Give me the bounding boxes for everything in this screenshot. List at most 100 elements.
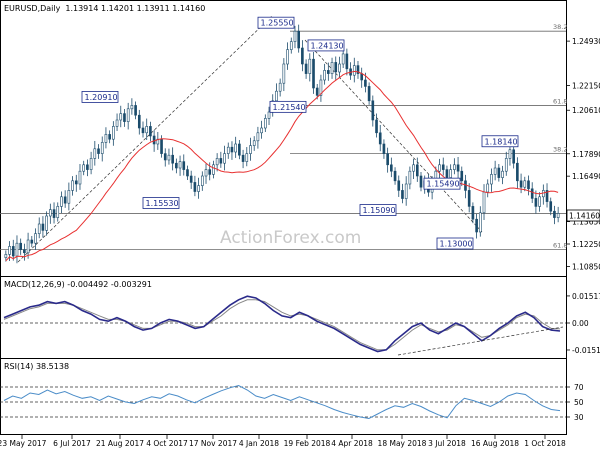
- fib-level-label: 61.8: [553, 97, 567, 105]
- date-tick-label: 4 Oct 2017: [146, 439, 188, 448]
- rsi-tick-label: 70: [574, 383, 584, 392]
- price-panel-title: EURUSD,Daily 1.13914 1.14201 1.13911 1.14…: [4, 4, 205, 13]
- swing-label-box: [81, 91, 119, 103]
- candle-body: [89, 158, 93, 170]
- candle-body: [30, 239, 34, 244]
- price-tick-label: 1.24930: [572, 37, 600, 46]
- candle-body: [8, 246, 11, 255]
- candle-body: [260, 127, 263, 134]
- candle-body: [308, 58, 312, 74]
- date-tick-label: 3 Jul 2018: [428, 439, 466, 448]
- swing-labels: 1.25550 1.24130 1.21540 1.20910 1.15530 1.150…: [81, 16, 519, 250]
- candle-body: [264, 118, 267, 129]
- candle-body: [323, 70, 326, 81]
- candle-body: [516, 162, 519, 182]
- candle-body: [460, 170, 464, 182]
- candle-body: [504, 158, 508, 172]
- candle-body: [534, 198, 538, 207]
- candle-body: [19, 242, 22, 250]
- last-price-value: 1.14160: [569, 212, 600, 221]
- candle-body: [23, 249, 26, 254]
- candlesticks: [4, 24, 560, 264]
- candle-body: [100, 142, 104, 154]
- candle-body: [212, 164, 215, 175]
- date-tick-label: 4 Jan 2018: [239, 439, 279, 448]
- candle-body: [401, 190, 404, 199]
- candle-body: [267, 111, 271, 119]
- candle-body: [352, 65, 356, 76]
- candle-body: [208, 169, 212, 175]
- swing-label: 1.15490: [423, 177, 461, 190]
- candle-body: [490, 174, 493, 185]
- candle-body: [393, 170, 397, 182]
- candle-body: [145, 126, 149, 134]
- watermark: ActionForex.com: [220, 228, 361, 248]
- candle-body: [71, 180, 74, 191]
- candle-body: [137, 114, 141, 129]
- fibonacci-levels: 38.2 61.8 38.2 61.8: [0, 23, 567, 251]
- candle-body: [375, 119, 378, 134]
- candle-body: [501, 170, 504, 178]
- date-tick-label: 23 May 2017: [0, 439, 47, 448]
- price-tick-label: 1.22150: [572, 82, 600, 91]
- swing-label: 1.15090: [359, 204, 397, 216]
- swing-label-text: 1.15090: [363, 206, 396, 215]
- swing-label-text: 1.24130: [311, 41, 344, 50]
- candle-body: [304, 63, 308, 74]
- rsi-panel-frame: [0, 358, 567, 435]
- candle-body: [478, 212, 482, 233]
- swing-label: 1.21540: [269, 100, 307, 113]
- candle-body: [319, 79, 323, 96]
- candle-body: [215, 158, 219, 166]
- candle-body: [112, 126, 115, 140]
- candle-body: [245, 153, 249, 162]
- candle-body: [275, 90, 278, 102]
- swing-label-box: [423, 177, 461, 190]
- candle-body: [382, 143, 386, 154]
- candle-body: [115, 119, 119, 127]
- swing-label-box: [142, 197, 180, 209]
- macd-y-axis: 0.015178 0.00 -0.015126: [566, 292, 600, 355]
- candle-body: [108, 134, 111, 140]
- candle-body: [234, 143, 237, 153]
- candle-body: [527, 180, 530, 190]
- candle-body: [553, 210, 556, 218]
- candle-body: [67, 190, 71, 204]
- candle-body: [37, 223, 41, 234]
- candle-body: [301, 47, 304, 65]
- candle-body: [456, 164, 460, 172]
- candle-body: [312, 58, 315, 89]
- swing-label: 1.24130: [307, 39, 345, 52]
- candle-body: [163, 153, 167, 161]
- candle-body: [453, 164, 456, 170]
- candle-body: [530, 188, 534, 199]
- macd-tick-label: 0.00: [572, 319, 589, 328]
- macd-tick-label: 0.015178: [572, 292, 600, 301]
- price-tick-label: 1.20610: [572, 106, 600, 115]
- candle-body: [238, 143, 241, 156]
- candle-body: [286, 49, 289, 65]
- candle-body: [549, 201, 553, 212]
- candle-body: [449, 169, 452, 178]
- candle-body: [252, 140, 256, 146]
- swing-label: 1.13000: [436, 237, 474, 250]
- candle-body: [497, 167, 501, 178]
- candle-body: [82, 164, 86, 172]
- rsi-panel-title: RSI(14) 38.5138: [4, 362, 69, 371]
- candle-body: [378, 132, 382, 145]
- candle-body: [538, 196, 541, 207]
- candle-body: [223, 153, 226, 164]
- candle-body: [441, 164, 445, 170]
- candle-body: [78, 170, 82, 185]
- macd-trend-line: [397, 326, 564, 356]
- swing-label-text: 1.21540: [273, 103, 306, 112]
- candle-body: [315, 87, 319, 96]
- swing-label-box: [269, 100, 307, 113]
- date-tick-label: 16 Aug 2018: [471, 439, 519, 448]
- candle-body: [508, 149, 512, 159]
- trend-line-up: [17, 15, 273, 263]
- rsi-tick-label: 50: [574, 398, 584, 407]
- candle-body: [93, 148, 97, 159]
- candle-body: [364, 79, 367, 87]
